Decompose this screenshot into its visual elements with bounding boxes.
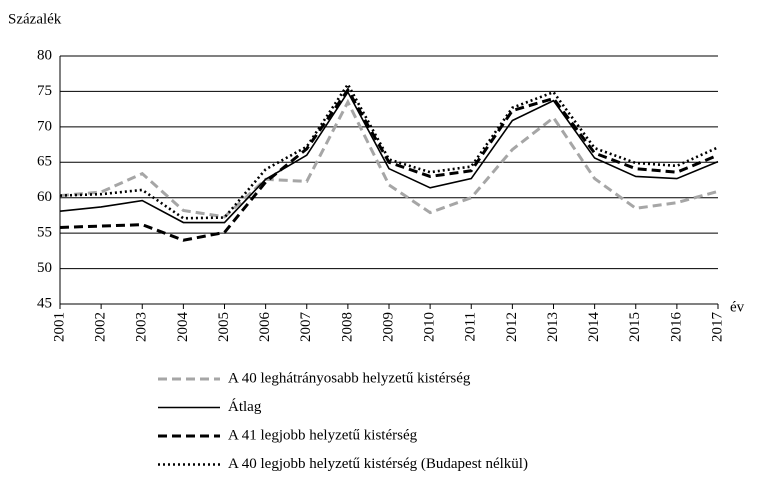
- x-tick-label: 2006: [257, 312, 273, 343]
- y-tick-label: 80: [37, 47, 52, 63]
- y-axis-label: Százalék: [8, 11, 62, 27]
- legend-label: A 41 legjobb helyzetű kistérség: [228, 427, 418, 443]
- x-tick-label: 2016: [668, 312, 684, 343]
- y-tick-label: 45: [37, 295, 52, 311]
- x-tick-label: 2009: [380, 312, 396, 342]
- legend-label: A 40 leghátrányosabb helyzetű kistérség: [228, 370, 471, 386]
- x-tick-label: 2004: [175, 312, 191, 343]
- series-line: [59, 98, 719, 219]
- x-tick-label: 2003: [134, 312, 150, 342]
- series-line: [59, 87, 719, 242]
- x-axis-label: év: [730, 299, 745, 315]
- series-line: [59, 81, 719, 220]
- x-tick-label: 2011: [463, 312, 479, 341]
- x-tick-label: 2010: [422, 312, 438, 342]
- y-tick-label: 50: [37, 260, 52, 276]
- x-tick-label: 2012: [504, 312, 520, 342]
- y-tick-label: 60: [37, 189, 52, 205]
- x-tick-label: 2007: [298, 312, 314, 343]
- legend-label: A 40 legjobb helyzetű kistérség (Budapes…: [228, 456, 528, 472]
- x-tick-label: 2008: [339, 312, 355, 342]
- x-tick-label: 2005: [216, 312, 232, 342]
- y-tick-label: 70: [37, 118, 52, 134]
- y-tick-label: 75: [37, 83, 52, 99]
- y-tick-label: 55: [37, 225, 52, 241]
- x-tick-label: 2002: [93, 312, 109, 342]
- x-tick-label: 2017: [709, 312, 725, 343]
- y-tick-label: 65: [37, 154, 52, 170]
- x-tick-label: 2014: [586, 312, 602, 343]
- series-line: [59, 90, 719, 224]
- x-tick-label: 2013: [545, 312, 561, 342]
- legend-label: Átlag: [228, 398, 262, 415]
- x-tick-label: 2001: [51, 312, 67, 342]
- x-tick-label: 2015: [627, 312, 643, 342]
